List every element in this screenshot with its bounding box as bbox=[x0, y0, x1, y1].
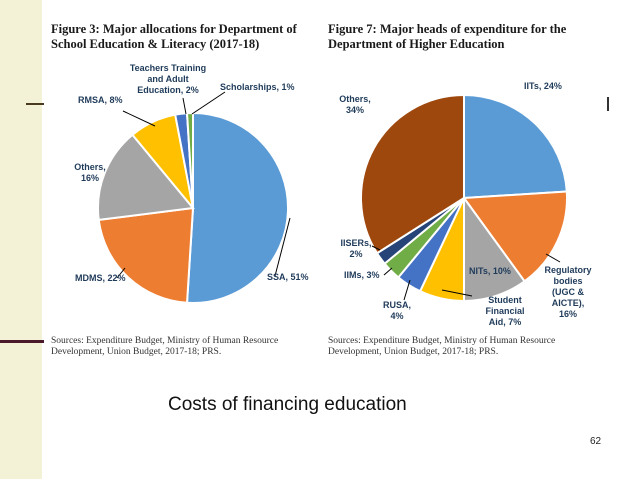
figure-panel-school-education: Figure 3: Major allocations for Departme… bbox=[45, 18, 309, 363]
leader-line bbox=[191, 91, 226, 115]
figure-panel-higher-education: Figure 7: Major heads of expenditure for… bbox=[322, 18, 607, 363]
pie-slice-regulatory-bodies-ugc-aicte bbox=[462, 190, 568, 283]
slice-label-teachers-training-and-adult-education: Teachers Training and Adult Education, 2% bbox=[130, 63, 206, 95]
slide-sidebar-band bbox=[0, 0, 42, 479]
leader-line bbox=[383, 267, 393, 276]
slice-label-rmsa: RMSA, 8% bbox=[78, 95, 123, 105]
figure-title: Figure 3: Major allocations for Departme… bbox=[51, 22, 297, 51]
pie-slice-ssa bbox=[185, 111, 289, 304]
pie-chart-higher-education: IITs, 24% Regulatory bodies (UGC & AICTE), 16… bbox=[339, 81, 591, 327]
leader-line bbox=[371, 245, 381, 251]
leader-line bbox=[441, 289, 473, 297]
figure-source: Sources: Expenditure Budget, Ministry of… bbox=[328, 336, 556, 357]
leader-line bbox=[182, 97, 187, 115]
figure-source: Sources: Expenditure Budget, Ministry of… bbox=[51, 336, 279, 357]
decorative-rule bbox=[607, 97, 609, 111]
leader-line bbox=[403, 279, 411, 301]
leader-line bbox=[116, 267, 126, 279]
leader-line bbox=[545, 253, 561, 263]
slide-caption: Costs of financing education bbox=[168, 394, 407, 415]
slice-label-iims: IIMs, 3% bbox=[344, 270, 380, 280]
slice-label-rusa: RUSA, 4% bbox=[383, 300, 411, 321]
pie-slice-others bbox=[360, 93, 465, 255]
decorative-rule bbox=[0, 340, 44, 343]
slice-label-scholarships: Scholarships, 1% bbox=[220, 82, 295, 92]
slice-label-student-financial-aid: Student Financial Aid, 7% bbox=[485, 295, 524, 327]
figure-title: Figure 7: Major heads of expenditure for… bbox=[328, 22, 567, 51]
leader-line bbox=[122, 110, 156, 127]
pie-slice-iits bbox=[463, 93, 568, 200]
page-number: 62 bbox=[590, 436, 602, 447]
slice-label-nits: NITs, 10% bbox=[469, 266, 511, 276]
slice-label-mdms: MDMS, 22% bbox=[75, 273, 126, 283]
pie-slice-mdms bbox=[97, 206, 195, 304]
decorative-rule bbox=[26, 103, 44, 105]
slice-label-iisers: IISERs, 2% bbox=[340, 238, 371, 259]
slice-label-others: Others, 16% bbox=[74, 162, 106, 183]
pie-slice-others bbox=[97, 133, 195, 222]
pie-chart-school-education: SSA, 51% MDMS, 22% Others, 16% RMSA, 8% Teach… bbox=[74, 63, 309, 304]
slice-label-regulatory-bodies-ugc-aicte: Regulatory bodies (UGC & AICTE), 16% bbox=[544, 265, 591, 319]
slice-label-others: Others, 34% bbox=[339, 94, 371, 115]
slice-label-ssa: SSA, 51% bbox=[267, 272, 309, 282]
leader-line bbox=[274, 217, 291, 277]
slice-label-iits: IITs, 24% bbox=[524, 81, 562, 91]
